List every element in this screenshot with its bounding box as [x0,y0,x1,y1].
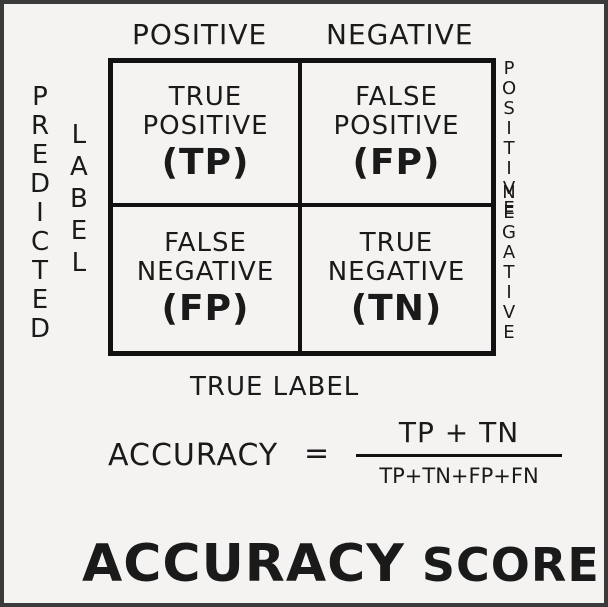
page-title: ACCURACY SCORE [82,534,600,594]
predicted-letter: D [30,169,52,199]
right-positive-letter: I [506,118,513,139]
formula-lhs: ACCURACY [108,438,279,473]
label-letter: B [70,184,89,214]
right-positive-letter: V [502,178,517,199]
formula-equals: = [304,436,331,471]
predicted-letter: I [36,198,45,228]
predicted-letter: R [30,111,51,141]
predicted-letter: C [30,227,51,257]
cell-tn-abbr: (TN) [350,287,443,329]
predicted-letter: P [32,82,49,112]
cell-fp-abbr: (FP) [352,141,441,183]
cell-tp-line2: POSITIVE [142,110,269,141]
right-negative-letter: E [503,202,516,223]
predicted-letter: E [31,285,50,315]
cell-false-positive: FALSE POSITIVE (FP) [302,63,491,207]
cell-fn-line1: FALSE [164,227,247,258]
right-positive-letter: I [506,158,513,179]
formula-denominator: TP+TN+FP+FN [379,464,539,488]
column-header-negative: NEGATIVE [326,18,474,51]
right-negative-letter: E [503,322,516,343]
confusion-matrix: TRUE POSITIVE (TP) FALSE POSITIVE (FP) F… [108,58,496,356]
cell-true-positive: TRUE POSITIVE (TP) [113,63,302,207]
cell-true-negative: TRUE NEGATIVE (TN) [302,207,491,351]
true-label-caption: TRUE LABEL [190,372,360,402]
cell-false-negative: FALSE NEGATIVE (FP) [113,207,302,351]
label-letter: L [71,120,88,150]
right-positive-letter: T [503,138,516,159]
cell-tp-line1: TRUE [168,81,243,112]
column-header-positive: POSITIVE [132,18,268,51]
cell-tp-abbr: (TP) [161,141,250,183]
fraction-bar [356,454,562,457]
predicted-letter: T [32,256,49,286]
cell-tn-line1: TRUE [359,227,434,258]
title-first-word: ACCURACY [82,534,405,594]
predicted-letter: E [31,140,50,170]
right-negative-letter: G [502,222,517,243]
cell-fp-line1: FALSE [355,81,438,112]
right-negative-letter: V [502,302,517,323]
right-negative-letter: I [506,282,513,303]
title-second-word: SCORE [421,538,600,592]
label-letter: E [70,216,89,246]
formula-numerator: TP + TN [398,416,520,449]
label-letter: L [71,248,88,278]
label-letter: A [70,152,89,182]
cell-fn-line2: NEGATIVE [136,256,275,287]
right-negative-letter: N [502,182,517,203]
right-positive-letter: P [503,58,516,79]
right-positive-letter: O [502,78,518,99]
right-negative-letter: A [502,242,517,263]
cell-fp-line2: POSITIVE [333,110,460,141]
predicted-letter: D [30,314,52,344]
right-negative-letter: T [503,262,516,283]
right-positive-letter: E [503,198,516,219]
cell-tn-line2: NEGATIVE [327,256,466,287]
cell-fn-abbr: (FP) [161,287,250,329]
right-positive-letter: S [503,98,516,119]
